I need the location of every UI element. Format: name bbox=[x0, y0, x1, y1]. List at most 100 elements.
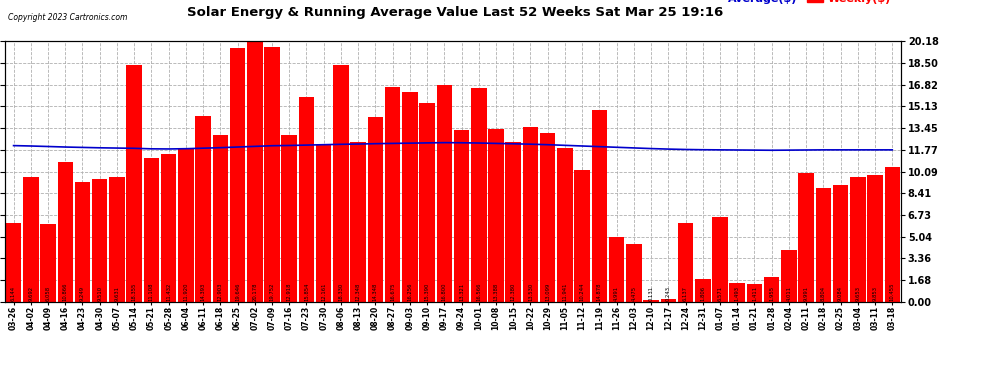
Text: 1.806: 1.806 bbox=[700, 285, 705, 301]
Text: 12.161: 12.161 bbox=[321, 282, 326, 301]
Bar bbox=[730, 283, 744, 302]
Text: 9.991: 9.991 bbox=[804, 285, 809, 301]
Text: 9.249: 9.249 bbox=[80, 285, 85, 301]
Text: 4.011: 4.011 bbox=[786, 285, 791, 301]
Bar bbox=[74, 182, 90, 302]
Text: 6.571: 6.571 bbox=[718, 285, 723, 301]
Text: 13.321: 13.321 bbox=[459, 282, 464, 301]
Bar bbox=[195, 116, 211, 302]
Bar bbox=[385, 87, 400, 302]
Bar bbox=[161, 154, 176, 302]
Bar bbox=[764, 277, 779, 302]
Text: 11.432: 11.432 bbox=[166, 282, 171, 301]
Text: 1.493: 1.493 bbox=[735, 286, 740, 301]
Bar bbox=[867, 175, 883, 302]
Text: 10.866: 10.866 bbox=[62, 282, 67, 301]
Bar bbox=[540, 133, 555, 302]
Bar bbox=[57, 162, 73, 302]
Text: 9.653: 9.653 bbox=[855, 286, 860, 301]
Text: 0.243: 0.243 bbox=[666, 286, 671, 301]
Bar bbox=[712, 217, 728, 302]
Text: 8.804: 8.804 bbox=[821, 285, 826, 301]
Text: 13.530: 13.530 bbox=[528, 282, 533, 301]
Bar bbox=[678, 223, 693, 302]
Text: Solar Energy & Running Average Value Last 52 Weeks Sat Mar 25 19:16: Solar Energy & Running Average Value Las… bbox=[187, 6, 724, 19]
Bar bbox=[644, 300, 658, 302]
Bar bbox=[420, 103, 435, 302]
Bar bbox=[178, 148, 194, 302]
Bar bbox=[144, 158, 159, 302]
Bar bbox=[248, 41, 262, 302]
Bar bbox=[884, 167, 900, 302]
Text: 1.955: 1.955 bbox=[769, 285, 774, 301]
Bar bbox=[402, 92, 418, 302]
Bar bbox=[299, 97, 314, 302]
Text: 9.692: 9.692 bbox=[29, 285, 34, 301]
Text: 16.675: 16.675 bbox=[390, 282, 395, 301]
Text: 16.800: 16.800 bbox=[442, 282, 446, 301]
Bar bbox=[557, 148, 572, 302]
Bar bbox=[334, 65, 348, 302]
Text: 11.108: 11.108 bbox=[148, 282, 153, 301]
Text: 10.244: 10.244 bbox=[580, 282, 585, 301]
Bar bbox=[367, 117, 383, 302]
Bar bbox=[92, 179, 108, 302]
Text: 4.991: 4.991 bbox=[614, 285, 619, 301]
Text: 13.099: 13.099 bbox=[545, 282, 550, 301]
Text: 15.390: 15.390 bbox=[425, 282, 430, 301]
Text: 19.646: 19.646 bbox=[235, 282, 240, 301]
Text: 9.510: 9.510 bbox=[97, 285, 102, 301]
Text: 18.355: 18.355 bbox=[132, 282, 137, 301]
Text: 14.393: 14.393 bbox=[201, 282, 206, 301]
Text: 13.388: 13.388 bbox=[493, 282, 499, 301]
Bar bbox=[23, 177, 39, 302]
Bar bbox=[626, 244, 642, 302]
Bar bbox=[609, 237, 625, 302]
Bar bbox=[437, 85, 452, 302]
Bar bbox=[350, 142, 366, 302]
Bar bbox=[264, 47, 280, 302]
Bar bbox=[230, 48, 246, 302]
Text: 11.920: 11.920 bbox=[183, 282, 188, 301]
Legend: Average($), Weekly($): Average($), Weekly($) bbox=[703, 0, 895, 9]
Bar bbox=[471, 88, 486, 302]
Bar bbox=[833, 184, 848, 302]
Bar bbox=[6, 222, 22, 302]
Bar bbox=[850, 177, 865, 302]
Text: 15.854: 15.854 bbox=[304, 282, 309, 301]
Text: 9.631: 9.631 bbox=[115, 286, 120, 301]
Text: 16.566: 16.566 bbox=[476, 282, 481, 301]
Text: 19.752: 19.752 bbox=[269, 282, 274, 301]
Bar bbox=[574, 170, 590, 302]
Text: 14.878: 14.878 bbox=[597, 282, 602, 301]
Bar bbox=[316, 145, 332, 302]
Bar bbox=[781, 250, 797, 302]
Text: 6.144: 6.144 bbox=[11, 285, 16, 301]
Text: 12.348: 12.348 bbox=[355, 282, 360, 301]
Text: 12.380: 12.380 bbox=[511, 282, 516, 301]
Bar bbox=[281, 135, 297, 302]
Bar bbox=[816, 188, 832, 302]
Text: 18.330: 18.330 bbox=[339, 282, 344, 301]
Bar bbox=[109, 177, 125, 302]
Bar bbox=[213, 135, 228, 302]
Text: 12.903: 12.903 bbox=[218, 282, 223, 301]
Bar bbox=[41, 224, 55, 302]
Text: 4.475: 4.475 bbox=[632, 285, 637, 301]
Bar bbox=[695, 279, 711, 302]
Bar bbox=[746, 284, 762, 302]
Text: 6.137: 6.137 bbox=[683, 286, 688, 301]
Bar bbox=[506, 142, 521, 302]
Text: 6.058: 6.058 bbox=[46, 285, 50, 301]
Text: 20.178: 20.178 bbox=[252, 282, 257, 301]
Text: 1.411: 1.411 bbox=[752, 285, 757, 301]
Text: Copyright 2023 Cartronics.com: Copyright 2023 Cartronics.com bbox=[8, 13, 128, 22]
Bar bbox=[592, 110, 607, 302]
Bar bbox=[523, 127, 539, 302]
Text: 14.348: 14.348 bbox=[373, 282, 378, 301]
Text: 16.256: 16.256 bbox=[407, 282, 413, 301]
Bar bbox=[488, 129, 504, 302]
Bar bbox=[453, 130, 469, 302]
Text: 10.455: 10.455 bbox=[890, 282, 895, 301]
Text: 0.131: 0.131 bbox=[648, 286, 653, 301]
